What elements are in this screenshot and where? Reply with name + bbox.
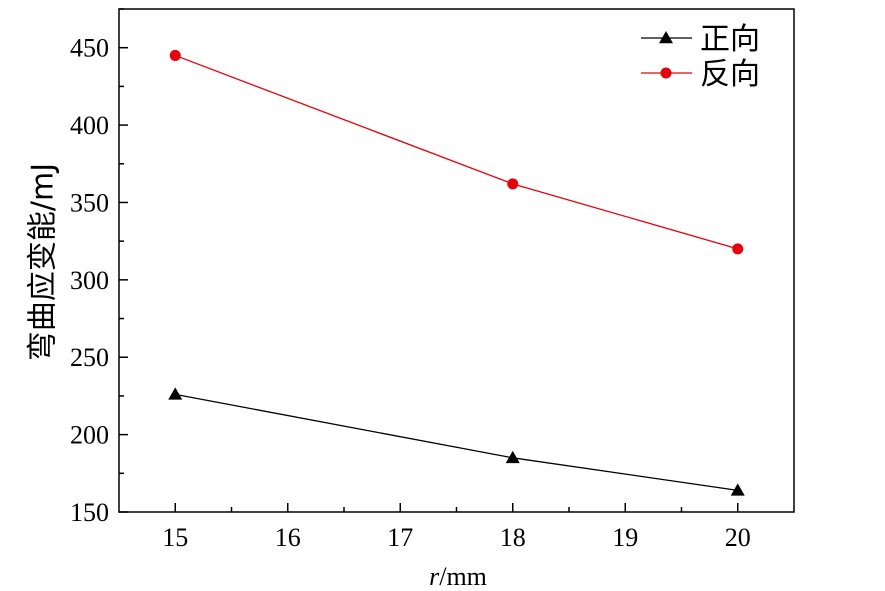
x-tick-label: 18 — [500, 523, 526, 552]
series-2 — [169, 49, 744, 255]
y-tick-label: 350 — [70, 188, 109, 217]
data-point — [168, 387, 183, 400]
series-line — [175, 393, 738, 491]
x-tick-label: 19 — [612, 523, 638, 552]
legend-item: 反向 — [641, 57, 760, 92]
y-tick-label: 150 — [70, 498, 109, 527]
axis-ticks: 15 16 17 18 19 20 150 200 250 300 350 400 450 — [70, 8, 751, 552]
data-point — [507, 178, 519, 190]
x-tick-label: 15 — [162, 523, 188, 552]
data-point — [169, 49, 181, 61]
x-tick-label: 20 — [725, 523, 751, 552]
x-axis-label: r/mm — [429, 562, 487, 591]
data-point — [730, 483, 745, 496]
legend-label: 反向 — [700, 57, 760, 92]
data-point — [505, 450, 520, 464]
legend-swatch-marker — [659, 31, 673, 44]
y-tick-label: 300 — [70, 266, 109, 295]
y-tick-label: 250 — [70, 343, 109, 372]
y-axis-label: 弯曲应变能/mJ — [26, 163, 61, 361]
x-axis-label-variable: r — [429, 562, 440, 591]
series-1 — [168, 387, 745, 496]
y-tick-label: 450 — [70, 34, 109, 63]
legend-item: 正向 — [641, 22, 760, 57]
series-layer — [168, 49, 745, 496]
legend-swatch-marker — [660, 67, 672, 79]
y-tick-label: 400 — [70, 111, 109, 140]
data-point — [732, 243, 744, 255]
x-axis-label-unit: /mm — [439, 562, 487, 591]
plot-frame — [118, 8, 795, 513]
x-tick-label: 16 — [275, 523, 301, 552]
y-tick-label: 200 — [70, 421, 109, 450]
series-line — [175, 54, 738, 250]
x-tick-label: 17 — [387, 523, 413, 552]
legend-label: 正向 — [700, 22, 760, 57]
